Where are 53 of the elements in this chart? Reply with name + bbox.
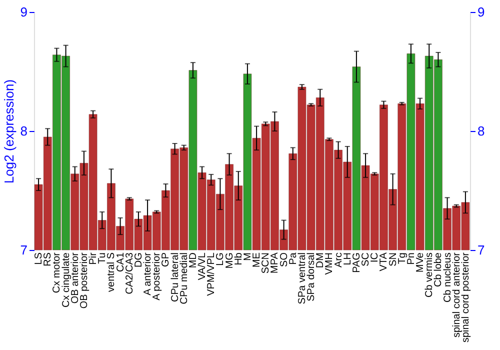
x-tick-label: Cx cingulate	[60, 252, 72, 308]
x-tick-label: MVe	[415, 252, 426, 273]
x-tick-label: CA1	[115, 252, 126, 272]
x-tick-label: SPa dorsal	[306, 252, 318, 302]
y-tick-label: 8	[20, 124, 28, 138]
x-tick-label: ventral S	[106, 252, 118, 292]
x-tick-label: IC	[370, 252, 381, 262]
x-tick-label: Tu	[97, 252, 108, 264]
x-tick-label: Cx motor	[52, 252, 63, 294]
x-tick-label: PAG	[351, 252, 362, 273]
y-tick-label: 9	[20, 4, 28, 20]
x-tick-label: SO	[278, 252, 290, 267]
x-tick-label: A anterior	[142, 252, 154, 296]
x-tick-label: Pir	[88, 252, 100, 265]
x-tick-label: DM	[315, 252, 326, 268]
x-tick-label: MPA	[270, 252, 281, 274]
x-tick-label: Hb	[233, 252, 244, 266]
x-tick-label: VTA	[378, 252, 390, 272]
y2-tick-label: 7	[478, 242, 485, 258]
x-tick-label: GP	[160, 252, 172, 267]
x-tick-label: VPM/VPL	[206, 252, 218, 296]
x-tick-label: Tg	[396, 252, 408, 264]
y-axis-title: Log2 (expression)	[1, 79, 16, 184]
x-tick-label: CA2/CA3	[124, 252, 136, 294]
x-tick-label: DG	[133, 252, 144, 268]
x-tick-label: spinal cord posterior	[460, 252, 472, 343]
x-tick-label: LH	[342, 252, 354, 266]
x-tick-label: M	[242, 252, 254, 261]
x-tick-label: LG	[215, 252, 226, 266]
x-tick-label: SN	[388, 252, 399, 266]
y-tick-label: 7	[20, 242, 28, 258]
x-tick-label: MG	[224, 252, 236, 269]
x-tick-label: MD	[188, 252, 199, 268]
x-tick-label: SCN	[260, 252, 272, 274]
x-tick-label: Pa	[288, 252, 299, 265]
x-tick-label: Arc	[333, 252, 344, 268]
x-tick-label: Cb lobe	[433, 252, 444, 287]
x-tick-label: VMH	[324, 252, 336, 275]
x-tick-label: SC	[360, 252, 372, 266]
x-tick-label: spinal cord anterior	[451, 252, 462, 338]
x-tick-label: CPu medial	[178, 252, 190, 304]
x-tick-label: LS	[34, 252, 45, 265]
y2-tick-label: 8	[478, 124, 485, 138]
x-tick-label: A posterior	[152, 252, 163, 300]
x-tick-label: OB anterior	[70, 252, 81, 304]
y2-tick-label: 9	[478, 4, 485, 20]
x-tick-label: ME	[252, 252, 263, 268]
x-tick-label: RS	[42, 252, 54, 266]
x-tick-label: Cb nucleus	[442, 252, 454, 303]
x-tick-label: OB posterior	[78, 252, 90, 309]
x-tick-label: SPa ventral	[296, 252, 308, 304]
x-tick-label: CPu lateral	[170, 252, 181, 302]
x-tick-label: Pn	[406, 252, 417, 265]
